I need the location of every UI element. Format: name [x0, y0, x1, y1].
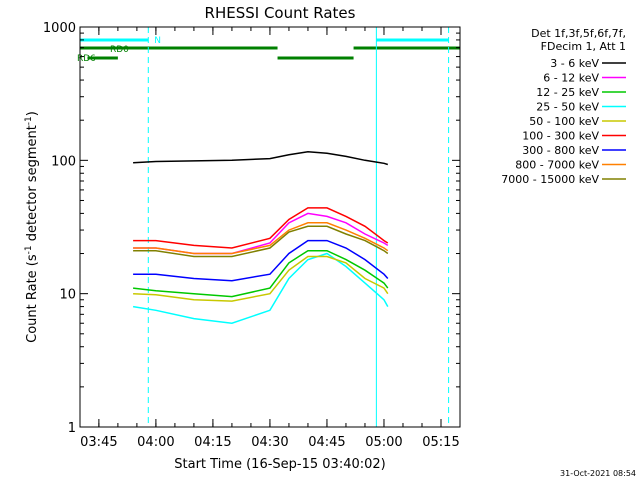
rd6-bar-label: RD6 — [77, 54, 96, 64]
series-line-3-6-kev — [133, 150, 389, 166]
night-bar-label: N — [154, 36, 161, 46]
legend-label: 100 - 300 keV — [522, 130, 599, 143]
legend-label: 50 - 100 keV — [529, 115, 599, 128]
axes: 03:45 04:00 04:15 04:30 04:45 05:00 05:15 1 10 10… — [43, 21, 461, 450]
x-tick-label: 04:45 — [308, 435, 345, 450]
rd0-bar-label: RD0 — [110, 45, 129, 55]
series-line-300-800-kev — [133, 239, 389, 282]
series-line-800-7000-kev — [133, 222, 389, 255]
legend-label: 800 - 7000 keV — [515, 159, 599, 172]
y-axis-label: Count Rate (s-1 detector segment-1) — [24, 111, 40, 343]
y-tick-label: 1 — [68, 421, 76, 436]
series-line-100-300-kev — [133, 207, 389, 249]
series-line-50-100-kev — [133, 255, 389, 302]
x-tick-label: 05:15 — [422, 435, 459, 450]
y-axis-label-end: ) — [25, 111, 40, 116]
y-tick-label: 100 — [51, 154, 76, 169]
plot-frame — [79, 26, 461, 428]
x-tick-label: 04:15 — [194, 435, 231, 450]
legend-label: 3 - 6 keV — [550, 57, 599, 70]
legend-label: 25 - 50 keV — [536, 101, 599, 114]
y-axis-label-main: Count Rate (s — [25, 254, 40, 343]
legend-label: 7000 - 15000 keV — [501, 173, 599, 186]
legend-label: 12 - 25 keV — [536, 86, 599, 99]
data-series — [132, 150, 389, 324]
x-tick-label: 03:45 — [80, 435, 117, 450]
series-line-7000-15000-kev — [133, 225, 389, 258]
x-tick-label: 05:00 — [365, 435, 402, 450]
legend: Det 1f,3f,5f,6f,7f,FDecim 1, Att 1 3 - 6 … — [501, 27, 626, 186]
y-tick-label: 10 — [59, 288, 76, 303]
legend-label: 300 - 800 keV — [522, 144, 599, 157]
chart-title: RHESSI Count Rates — [205, 4, 356, 22]
x-tick-label: 04:00 — [137, 435, 174, 450]
x-axis-label: Start Time (16-Sep-15 03:40:02) — [174, 457, 385, 472]
series-line-25-50-kev — [132, 252, 389, 324]
y-axis-label-sup1: -1 — [24, 245, 34, 254]
legend-header-line: FDecim 1, Att 1 — [541, 40, 626, 53]
status-bars: N RD0 RD6 — [77, 36, 460, 64]
legend-header-line: Det 1f,3f,5f,6f,7f, — [531, 27, 626, 40]
series-line-12-25-kev — [133, 249, 389, 298]
vertical-markers — [79, 27, 450, 427]
footer-timestamp: 31-Oct-2021 08:54 — [560, 469, 636, 478]
legend-label: 6 - 12 keV — [543, 72, 599, 85]
y-axis-label-mid: detector segment — [25, 125, 40, 245]
x-tick-label: 04:30 — [251, 435, 288, 450]
y-axis-label-sup2: -1 — [24, 116, 34, 125]
y-tick-label: 1000 — [43, 21, 76, 36]
